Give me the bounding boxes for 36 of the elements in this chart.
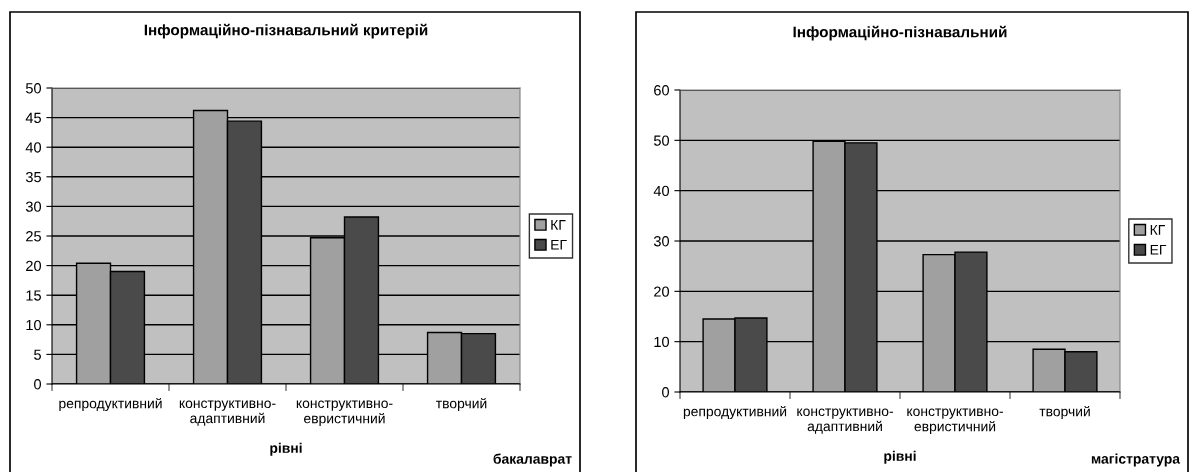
x-tick-label: конструктивно- адаптивний [179,400,276,426]
x-tick-label: конструктивно- евристичний [907,408,1003,435]
legend-label: КГ [551,220,566,230]
x-axis-title: рівні [884,450,916,464]
legend-label: ЕГ [1150,245,1167,255]
legend-label: КГ [1150,225,1165,235]
x-tick-label: конструктивно- адаптивний [797,408,893,434]
y-tick-label: 45 [25,112,41,124]
text: бакалаврат [493,453,572,467]
chart-title: Інформаційно-пізнавальний критерій [144,23,428,39]
x-axis-title: рівні [270,442,302,456]
y-tick-label: 0 [662,387,670,398]
x-tick-label: репродуктивний [683,405,787,420]
x-tick-label: конструктивно- евристичний [296,400,393,427]
y-tick-label: 0 [34,379,42,390]
legend-label: ЕГ [551,240,567,250]
x-tick-label: репродуктивний [59,397,162,412]
y-tick-label: 60 [654,85,670,96]
chart-title: Інформаційно-пізнавальний [793,25,1007,41]
y-tick-label: 30 [25,201,42,212]
y-tick-label: 20 [26,260,42,272]
y-tick-label: 35 [25,171,41,183]
y-tick-label: 40 [25,142,42,153]
y-tick-label: 50 [653,135,670,146]
text: магістратура [1091,453,1181,467]
y-tick-label: 40 [653,185,670,197]
x-tick-label: творчий [1039,405,1090,420]
x-tick-label: творчий [436,397,487,412]
y-tick-label: 20 [654,286,670,297]
y-tick-label: 10 [26,319,42,331]
y-tick-label: 10 [654,336,670,348]
y-tick-label: 5 [34,349,41,360]
y-tick-label: 30 [653,236,670,247]
y-tick-label: 50 [25,83,42,94]
y-tick-label: 25 [26,231,41,242]
y-tick-label: 15 [26,290,41,301]
